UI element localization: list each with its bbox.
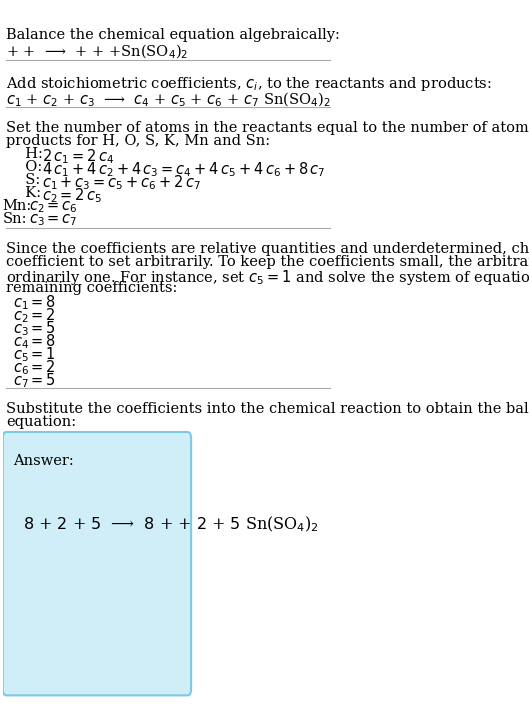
Text: $4\,c_1 + 4\,c_2 + 4\,c_3 = c_4 + 4\,c_5 + 4\,c_6 + 8\,c_7$: $4\,c_1 + 4\,c_2 + 4\,c_3 = c_4 + 4\,c_5… <box>42 160 326 179</box>
Text: Answer:: Answer: <box>13 454 74 467</box>
Text: ordinarily one. For instance, set $c_5 = 1$ and solve the system of equations fo: ordinarily one. For instance, set $c_5 =… <box>6 268 529 286</box>
Text: $c_7 = 5$: $c_7 = 5$ <box>13 371 56 390</box>
Text: $c_6 = 2$: $c_6 = 2$ <box>13 358 56 377</box>
Text: $c_3 = c_7$: $c_3 = c_7$ <box>29 212 78 228</box>
Text: coefficient to set arbitrarily. To keep the coefficients small, the arbitrary va: coefficient to set arbitrarily. To keep … <box>6 254 529 268</box>
Text: Set the number of atoms in the reactants equal to the number of atoms in the: Set the number of atoms in the reactants… <box>6 121 529 135</box>
Text: Sn:: Sn: <box>3 212 28 226</box>
FancyBboxPatch shape <box>3 432 191 695</box>
Text: $2\,c_1 = 2\,c_4$: $2\,c_1 = 2\,c_4$ <box>42 147 115 166</box>
Text: $c_1 + c_3 = c_5 + c_6 + 2\,c_7$: $c_1 + c_3 = c_5 + c_6 + 2\,c_7$ <box>42 173 202 192</box>
Text: H:: H: <box>16 147 43 161</box>
Text: $c_2 = c_6$: $c_2 = c_6$ <box>29 199 78 214</box>
Text: equation:: equation: <box>6 414 76 429</box>
Text: K:: K: <box>16 186 41 200</box>
Text: $c_3 = 5$: $c_3 = 5$ <box>13 319 56 338</box>
Text: Since the coefficients are relative quantities and underdetermined, choose a: Since the coefficients are relative quan… <box>6 241 529 256</box>
Text: $c_5 = 1$: $c_5 = 1$ <box>13 345 56 364</box>
Text: $c_2 = 2$: $c_2 = 2$ <box>13 307 56 325</box>
Text: remaining coefficients:: remaining coefficients: <box>6 281 177 294</box>
Text: $c_4 = 8$: $c_4 = 8$ <box>13 332 56 351</box>
Text: Add stoichiometric coefficients, $c_i$, to the reactants and products:: Add stoichiometric coefficients, $c_i$, … <box>6 75 492 93</box>
Text: S:: S: <box>16 173 40 187</box>
Text: $c_1 = 8$: $c_1 = 8$ <box>13 294 56 312</box>
Text: + +  ⟶  + + +Sn(SO$_4$)$_2$: + + ⟶ + + +Sn(SO$_4$)$_2$ <box>6 42 188 61</box>
Text: Substitute the coefficients into the chemical reaction to obtain the balanced: Substitute the coefficients into the che… <box>6 402 529 416</box>
Text: Mn:: Mn: <box>3 199 32 213</box>
Text: Balance the chemical equation algebraically:: Balance the chemical equation algebraica… <box>6 28 340 42</box>
Text: $8$ + $2$ + $5$  ⟶  $8$ + + $2$ + $5$ Sn(SO$_4$)$_2$: $8$ + $2$ + $5$ ⟶ $8$ + + $2$ + $5$ Sn(S… <box>23 515 318 534</box>
Text: O:: O: <box>16 160 42 174</box>
Text: $c_2 = 2\,c_5$: $c_2 = 2\,c_5$ <box>42 186 103 205</box>
Text: products for H, O, S, K, Mn and Sn:: products for H, O, S, K, Mn and Sn: <box>6 134 270 148</box>
Text: $c_1$ + $c_2$ + $c_3$  ⟶  $c_4$ + $c_5$ + $c_6$ + $c_7$ Sn(SO$_4$)$_2$: $c_1$ + $c_2$ + $c_3$ ⟶ $c_4$ + $c_5$ + … <box>6 91 331 109</box>
